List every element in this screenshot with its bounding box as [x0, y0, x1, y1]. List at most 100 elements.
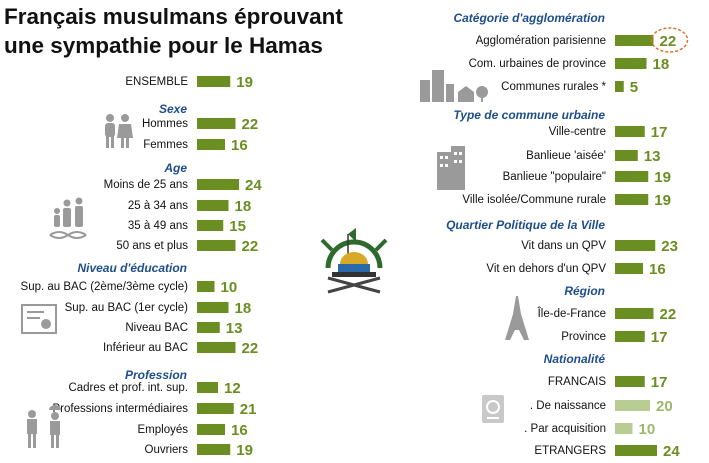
category-label: Île-de-France [537, 307, 606, 320]
chart-title-line-2: une sympathie pour le Hamas [4, 33, 323, 58]
category-label: Ouvriers [145, 444, 189, 456]
category-label: Communes rurales * [501, 81, 606, 93]
bar [197, 322, 220, 333]
section-title: Type de commune urbaine [453, 108, 605, 122]
value-label: 22 [242, 116, 259, 133]
bar [615, 376, 645, 387]
value-label: 19 [654, 192, 671, 209]
category-label: Vit en dehors d'un QPV [486, 263, 606, 275]
category-label: Employés [138, 424, 189, 436]
bar [197, 118, 236, 129]
people-icon [105, 114, 133, 148]
eiffel-tower-icon [505, 296, 529, 340]
value-label: 18 [653, 56, 670, 73]
category-label: Com. urbaines de province [469, 58, 606, 70]
value-label: 16 [231, 137, 248, 154]
section-title: Niveau d'éducation [77, 261, 187, 275]
value-label: 17 [651, 374, 668, 391]
city-icon [420, 70, 488, 102]
value-label: 10 [639, 421, 656, 438]
bar [615, 194, 649, 205]
value-label: 13 [644, 148, 661, 165]
category-label: Cadres et prof. int. sup. [68, 382, 188, 394]
value-label: 23 [661, 238, 678, 255]
value-label: 20 [656, 398, 673, 415]
value-label: 12 [224, 380, 241, 397]
chart-marks: ENSEMBLE 19 Sexe Hommes 22 Femmes 16 Age Moins d… [21, 11, 689, 460]
bar [615, 240, 656, 251]
category-label: . Par acquisition [524, 423, 606, 435]
bar [615, 35, 654, 46]
bar [197, 139, 225, 150]
bar [197, 444, 231, 455]
value-label: 19 [654, 169, 671, 186]
bar [615, 400, 650, 411]
category-label: FRANCAIS [548, 376, 606, 388]
value-label: 15 [229, 218, 246, 235]
value-label: 16 [649, 261, 666, 278]
category-label: ENSEMBLE [125, 76, 188, 88]
category-label: Hommes [142, 118, 188, 130]
bar [197, 200, 229, 211]
value-label: 13 [226, 320, 243, 337]
category-label: Agglomération parisienne [476, 35, 606, 47]
category-label: Province [561, 331, 606, 343]
bar [197, 240, 236, 251]
category-label: ETRANGERS [534, 445, 606, 457]
section-title: Nationalité [544, 352, 606, 366]
value-label: 22 [242, 340, 259, 357]
value-label: 10 [221, 279, 238, 296]
bar [615, 171, 649, 182]
bar [615, 81, 624, 92]
value-label: 19 [236, 74, 253, 91]
category-label: Ville-centre [549, 126, 606, 138]
category-label: 25 à 34 ans [128, 200, 188, 212]
category-label: Professions intermédiaires [52, 403, 188, 415]
category-label: 35 à 49 ans [128, 220, 188, 232]
value-label: 21 [240, 401, 257, 418]
chart-title: Français musulmans éprouvant une sympath… [4, 2, 414, 60]
bar [615, 423, 633, 434]
category-label: Inférieur au BAC [103, 342, 188, 354]
bar [615, 150, 638, 161]
category-label: . De naissance [530, 400, 606, 412]
highlight-ring [650, 27, 689, 53]
workers-icon [27, 405, 61, 448]
family-dna-icon [49, 197, 87, 239]
bar [197, 220, 224, 231]
value-label: 18 [235, 300, 252, 317]
chart-title-line-1: Français musulmans éprouvant [4, 4, 343, 29]
bar [197, 403, 234, 414]
bar [197, 424, 225, 435]
category-label: Niveau BAC [125, 322, 188, 334]
category-label: Vit dans un QPV [521, 240, 606, 252]
category-label: Sup. au BAC (2ème/3ème cycle) [21, 281, 189, 293]
section-title: Age [163, 161, 187, 175]
bar [615, 126, 645, 137]
value-label: 22 [242, 238, 259, 255]
diploma-icon [21, 304, 57, 334]
bar [615, 308, 654, 319]
bar [197, 179, 239, 190]
bar [197, 382, 218, 393]
section-title: Région [564, 284, 605, 298]
section-title: Catégorie d'agglomération [453, 11, 605, 25]
bar [615, 445, 657, 456]
value-label: 17 [651, 329, 668, 346]
value-label: 22 [660, 33, 677, 50]
value-label: 5 [630, 79, 638, 96]
value-label: 22 [660, 306, 677, 323]
hamas-emblem [320, 228, 388, 296]
category-label: Sup. au BAC (1er cycle) [65, 302, 189, 314]
bar [197, 76, 231, 87]
bar [197, 302, 229, 313]
value-label: 18 [235, 198, 252, 215]
value-label: 17 [651, 124, 668, 141]
bar [615, 58, 647, 69]
category-label: Banlieue 'aisée' [526, 150, 606, 162]
passport-icon [482, 395, 504, 423]
category-label: Banlieue "populaire" [503, 171, 606, 183]
value-label: 16 [231, 422, 248, 439]
category-label: Moins de 25 ans [104, 179, 189, 191]
